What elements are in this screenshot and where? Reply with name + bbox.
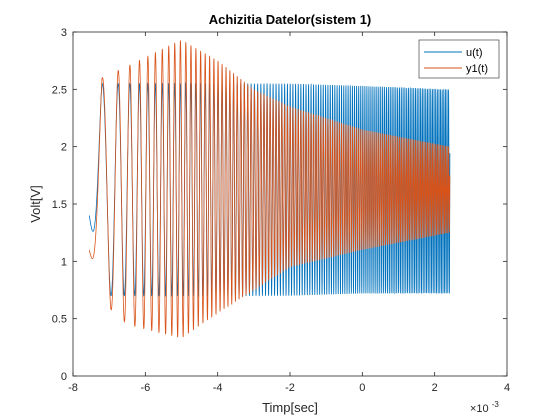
ticks-layer: -8 -6 -4 -2 0 2 4 0 0.5 1 1.5 2 2.5 3 xyxy=(52,27,510,394)
x-tick-label: 2 xyxy=(432,382,438,394)
legend-label-y1: y1(t) xyxy=(466,63,488,75)
legend-label-u: u(t) xyxy=(466,47,483,59)
y-tick-label: 1 xyxy=(61,256,67,268)
x-tick-label: -6 xyxy=(140,382,150,394)
chart-title: Achizitia Datelor(sistem 1) xyxy=(209,12,372,27)
x-tick-label: 4 xyxy=(504,382,510,394)
x-tick-label: -2 xyxy=(285,382,295,394)
x-tick-label: 0 xyxy=(359,382,365,394)
y-tick-label: 0 xyxy=(61,371,67,383)
x-exponent-power: -3 xyxy=(492,400,500,409)
legend-box xyxy=(418,39,500,79)
series-layer xyxy=(88,40,451,338)
x-axis-label: Timp[sec] xyxy=(262,400,318,415)
y-tick-label: 1.5 xyxy=(52,199,67,211)
x-exponent-base: ×10 xyxy=(470,403,489,415)
y-tick-label: 0.5 xyxy=(52,314,67,326)
y-tick-label: 3 xyxy=(61,27,67,39)
x-tick-label: -8 xyxy=(68,382,78,394)
x-tick-label: -4 xyxy=(213,382,223,394)
series-line-y1 xyxy=(88,40,451,338)
y-tick-label: 2.5 xyxy=(52,84,67,96)
x-exponent-label: ×10 -3 xyxy=(470,400,499,415)
y-axis-label: Volt[V] xyxy=(28,185,43,223)
legend: u(t) y1(t) xyxy=(418,39,500,79)
y-tick-label: 2 xyxy=(61,142,67,154)
